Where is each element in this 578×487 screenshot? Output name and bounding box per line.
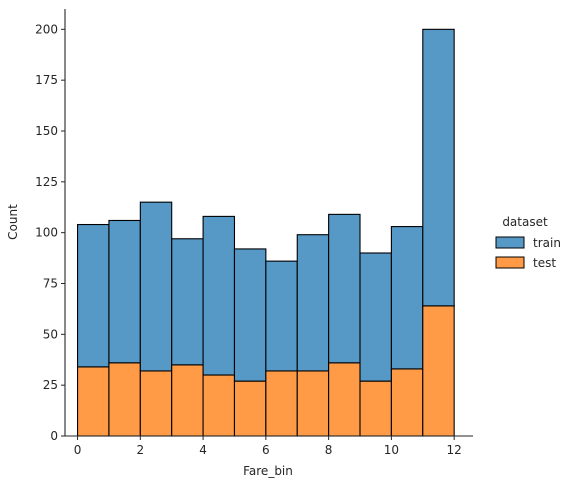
bar-test-bin-5	[233, 380, 267, 437]
bar-train-bin-10	[390, 226, 424, 370]
bar-train-bin-2	[139, 201, 173, 372]
x-axis-label: Fare_bin	[243, 464, 293, 478]
x-tick-label: 8	[325, 443, 333, 457]
x-tick-label: 6	[262, 443, 270, 457]
bar-train-bin-3	[171, 238, 204, 366]
y-tick-label: 0	[50, 429, 58, 443]
bar-train-bin-9	[359, 252, 392, 382]
bar-train-bin-6	[265, 260, 298, 372]
bar-test-bin-3	[171, 364, 204, 437]
y-tick-label: 200	[35, 22, 58, 36]
y-tick-label: 100	[35, 226, 58, 240]
bar-test-bin-2	[139, 370, 173, 437]
x-axis-ticks: 0 2 4 6 8 10 12	[74, 436, 462, 457]
legend-label-train: train	[533, 236, 561, 250]
bar-test-bin-10	[390, 368, 424, 437]
bar-train-bin-1	[108, 219, 141, 364]
y-tick-label: 125	[35, 175, 58, 189]
bar-train-bin-4	[202, 215, 236, 376]
x-tick-label: 4	[199, 443, 207, 457]
bar-train-bin-8	[328, 213, 361, 364]
y-tick-label: 50	[43, 327, 58, 341]
y-axis-label: Count	[6, 204, 20, 240]
bar-train-bin-11	[422, 28, 455, 307]
x-tick-label: 2	[137, 443, 145, 457]
bar-test-bin-0	[77, 366, 110, 437]
x-tick-label: 0	[74, 443, 82, 457]
x-tick-label: 10	[384, 443, 399, 457]
legend-label-test: test	[533, 256, 556, 270]
bar-test-bin-6	[265, 370, 298, 437]
y-axis-ticks: 0 25 50 75 100 125 150 175 200	[35, 22, 65, 443]
legend-title: dataset	[502, 215, 548, 229]
bars-layer	[77, 28, 455, 437]
y-tick-label: 25	[43, 378, 58, 392]
x-tick-label: 12	[447, 443, 462, 457]
bar-train-bin-5	[233, 248, 267, 382]
bar-train-bin-0	[77, 223, 110, 368]
bar-test-bin-4	[202, 374, 236, 437]
y-tick-label: 175	[35, 73, 58, 87]
bar-test-bin-7	[296, 370, 330, 437]
legend-swatch-train	[495, 236, 525, 249]
legend-swatch-test	[495, 256, 525, 269]
bar-test-bin-1	[108, 362, 141, 437]
y-tick-label: 75	[43, 277, 58, 291]
y-tick-label: 150	[35, 124, 58, 138]
bar-test-bin-8	[328, 362, 361, 437]
bar-test-bin-9	[359, 380, 392, 437]
bar-test-bin-11	[422, 305, 455, 437]
legend: dataset train test	[495, 215, 561, 270]
bar-train-bin-7	[296, 234, 330, 372]
